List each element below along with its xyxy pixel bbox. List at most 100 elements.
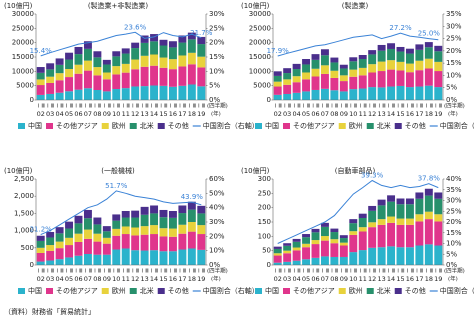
x-tick-label: 11 — [122, 275, 130, 283]
y2-tick-label: 10% — [209, 247, 225, 255]
y-tick-label: 50 — [262, 247, 271, 255]
bar-segment — [320, 256, 329, 265]
x-tick-label: 18 — [188, 110, 196, 118]
quarter-label: Ⅲ — [192, 104, 195, 110]
quarter-label: Ⅲ — [420, 104, 423, 110]
x-tick-label: 10 — [112, 275, 120, 283]
quarter-label: Ⅰ — [123, 269, 124, 275]
y-tick-label: 10000 — [249, 67, 271, 75]
bar-segment — [273, 94, 282, 100]
quarter-label: Ⅰ — [322, 104, 323, 110]
bar-segment — [349, 89, 358, 100]
legend-swatch — [18, 288, 25, 294]
x-tick-label: 17 — [415, 275, 423, 283]
legend-label: 北米 — [140, 121, 154, 130]
bar-segment — [283, 243, 292, 246]
legend-swatch — [129, 288, 137, 294]
quarter-label: Ⅰ — [142, 104, 143, 110]
bar-segment — [405, 72, 414, 88]
quarter-label: Ⅰ — [94, 104, 95, 110]
bar-segment — [368, 87, 377, 100]
bar-segment — [112, 249, 121, 265]
x-tick-label: 13 — [377, 110, 385, 118]
quarter-label: Ⅰ — [113, 104, 114, 110]
bar-segment — [187, 209, 196, 222]
legend-label: 中国割合（右軸） — [203, 286, 259, 295]
bar-segment — [83, 209, 92, 219]
bar-segment — [140, 250, 149, 265]
bar-segment — [349, 57, 358, 62]
bar-segment — [197, 56, 206, 68]
bar-segment — [168, 251, 177, 265]
line-value-label: 25.0% — [418, 30, 441, 38]
y-tick-label: 5000 — [253, 82, 271, 90]
y2-tick-label: 30% — [209, 10, 225, 18]
bar-segment — [434, 192, 443, 199]
bar-segment — [187, 248, 196, 265]
x-tick-label: 09 — [103, 110, 111, 118]
x-unit-label: (四半期) — [207, 267, 228, 275]
bar-segment — [197, 36, 206, 45]
x-tick-label: 10 — [349, 110, 357, 118]
bar-segment — [349, 223, 358, 232]
quarter-label: Ⅲ — [420, 269, 423, 275]
bar-segment — [168, 59, 177, 70]
legend-label: 欧州 — [349, 121, 363, 130]
x-tick-label: 11 — [359, 110, 367, 118]
bar-segment — [168, 41, 177, 48]
bar-segment — [74, 64, 83, 74]
y-tick-label: 2,000 — [14, 192, 34, 200]
quarter-label: Ⅲ — [401, 269, 404, 275]
quarter-label: Ⅲ — [363, 269, 366, 275]
y2-tick-label: 15% — [446, 59, 462, 67]
quarter-label: Ⅰ — [294, 269, 295, 275]
quarter-label: Ⅲ — [183, 104, 186, 110]
y2-tick-label: 20% — [446, 47, 462, 55]
x-tick-label: 15 — [159, 275, 167, 283]
bar-segment — [150, 234, 159, 251]
quarter-label: Ⅰ — [416, 104, 417, 110]
bar-segment — [121, 53, 130, 64]
source-note: （資料）財務省「貿易統計」 — [4, 307, 95, 316]
bar-segment — [65, 91, 74, 100]
legend-swatch — [255, 288, 262, 294]
quarter-label: Ⅰ — [360, 104, 361, 110]
bar-segment — [368, 54, 377, 65]
bar-segment — [197, 67, 206, 87]
bar-segment — [302, 259, 311, 265]
bar-segment — [415, 70, 424, 87]
y2-tick-label: 25% — [446, 207, 462, 215]
y-tick-label: 25000 — [249, 24, 271, 32]
bar-segment — [358, 88, 367, 100]
bar-segment — [405, 218, 414, 225]
bar-segment — [121, 210, 130, 218]
x-tick-label: 02 — [37, 275, 45, 283]
bar-segment — [292, 76, 301, 83]
quarter-label: Ⅰ — [284, 269, 285, 275]
quarter-label: Ⅲ — [326, 269, 329, 275]
bar-segment — [187, 231, 196, 249]
bar-segment — [358, 227, 367, 232]
bar-segment — [311, 76, 320, 90]
x-unit-label: (四半期) — [444, 267, 465, 275]
bar-segment — [178, 35, 187, 43]
bar-segment — [339, 68, 348, 76]
y2-tick-label: 25% — [446, 35, 462, 43]
bar-segment — [65, 245, 74, 258]
x-tick-label: 18 — [425, 110, 433, 118]
bar-segment — [396, 51, 405, 62]
legend-swatch — [366, 123, 374, 129]
x-tick-label: 13 — [140, 275, 148, 283]
bar-segment — [405, 53, 414, 64]
bar-segment — [36, 235, 45, 241]
legend-label: 中国割合（右軸） — [440, 286, 474, 295]
bar-segment — [377, 219, 386, 225]
bar-segment — [74, 233, 83, 242]
quarter-label: Ⅰ — [198, 104, 199, 110]
quarter-label: Ⅲ — [344, 104, 347, 110]
quarter-label: Ⅲ — [335, 269, 338, 275]
x-tick-label: 12 — [368, 275, 376, 283]
quarter-label: Ⅰ — [57, 104, 58, 110]
quarter-label: Ⅲ — [145, 269, 148, 275]
bar-segment — [83, 41, 92, 49]
